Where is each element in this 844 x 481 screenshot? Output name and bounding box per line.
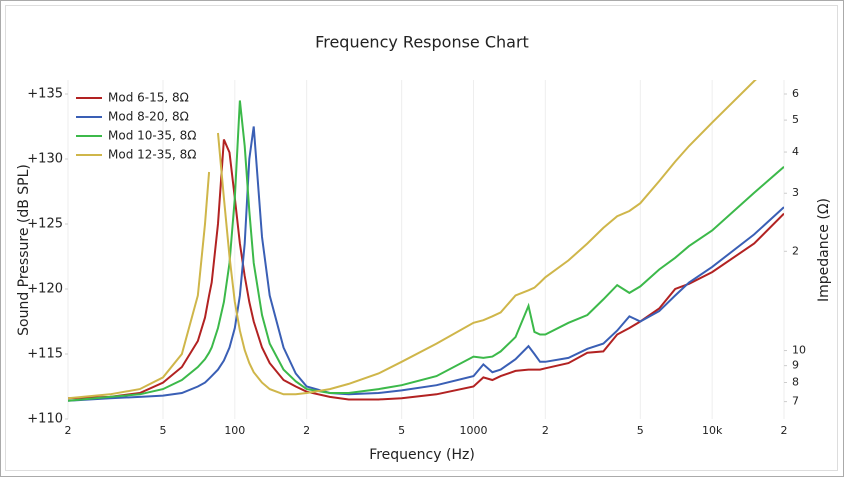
series-line [68, 139, 784, 401]
y-tick-label: +110 [27, 412, 63, 427]
x-tick-label: 2 [542, 424, 549, 437]
x-axis-label: Frequency (Hz) [369, 447, 475, 463]
y-tick-label: +115 [27, 347, 63, 362]
x-tick-label: 100 [224, 424, 245, 437]
y-tick-label: +120 [27, 282, 63, 297]
y2-tick-label: 2 [792, 244, 799, 257]
y2-axis-label: Impedance (Ω) [816, 198, 832, 302]
x-tick-label: 10k [702, 424, 723, 437]
inner-frame [5, 5, 838, 471]
x-tick-label: 5 [398, 424, 405, 437]
y2-tick-label: 3 [792, 186, 799, 199]
y2-tick-label: 6 [792, 87, 799, 100]
y-tick-label: +130 [27, 152, 63, 167]
x-tick-label: 5 [637, 424, 644, 437]
y2-tick-label: 5 [792, 113, 799, 126]
legend-label: Mod 6-15, 8Ω [108, 91, 189, 105]
chart-title: Frequency Response Chart [315, 33, 529, 52]
legend-label: Mod 10-35, 8Ω [108, 129, 196, 143]
y2-tick-label: 9 [792, 359, 799, 372]
grid: 2 5 100 2 5 1000 2 5 10k 2+110+115+120+125+130+13… [27, 80, 806, 437]
x-tick-label: 2 [303, 424, 310, 437]
x-tick-label: 2 [65, 424, 72, 437]
y-tick-label: +135 [27, 87, 63, 102]
y2-tick-label: 8 [792, 376, 799, 389]
y2-tick-label: 7 [792, 395, 799, 408]
plot-area [68, 80, 784, 402]
x-tick-label: 2 [781, 424, 788, 437]
legend-label: Mod 12-35, 8Ω [108, 148, 196, 162]
y-tick-label: +125 [27, 217, 63, 232]
series-line [68, 126, 784, 402]
y2-tick-label: 4 [792, 145, 799, 158]
legend-label: Mod 8-20, 8Ω [108, 110, 189, 124]
y-axis-label: Sound Pressure (dB SPL) [16, 164, 32, 336]
series-line [68, 100, 784, 402]
x-tick-label: 5 [159, 424, 166, 437]
series-line [68, 80, 757, 400]
y2-tick-label: 10 [792, 344, 806, 357]
legend: Mod 6-15, 8Ω Mod 8-20, 8Ω Mod 10-35, 8Ω Mod… [76, 91, 196, 162]
x-tick-label: 1000 [459, 424, 487, 437]
